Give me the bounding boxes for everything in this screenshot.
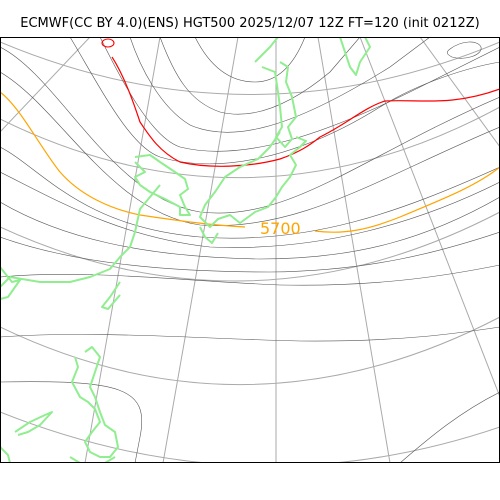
coastline-japan xyxy=(254,37,297,148)
longitude-line xyxy=(162,37,239,463)
coastline xyxy=(0,37,371,463)
contour-line xyxy=(194,37,306,83)
contour-5700-line xyxy=(314,166,500,233)
contour-line xyxy=(69,37,500,165)
contour-line xyxy=(0,196,500,260)
coastline-borneo xyxy=(0,446,11,463)
map-title: ECMWF(CC BY 4.0)(ENS) HGT500 2025/12/07 … xyxy=(20,16,480,31)
contour-line xyxy=(0,71,500,226)
latitude-line xyxy=(0,411,500,463)
coastline-borneo xyxy=(14,411,53,436)
contour-line xyxy=(159,37,361,115)
contour-line xyxy=(0,264,500,286)
contour-line xyxy=(0,146,500,239)
coastline-peninsula xyxy=(0,266,21,300)
contour-line xyxy=(0,326,500,342)
contour-5700-line xyxy=(0,91,246,228)
latitude-line xyxy=(0,106,500,179)
contour-line xyxy=(399,391,500,463)
longitude-line xyxy=(84,37,161,463)
coastline-russia xyxy=(339,37,371,76)
longitude-line xyxy=(317,37,391,463)
coastline-china xyxy=(101,281,121,310)
coastline-philippines xyxy=(71,346,119,458)
contour-line xyxy=(0,231,500,273)
contour-label-5700: 5700 xyxy=(260,219,301,238)
latitude-line xyxy=(0,41,500,95)
coastline-korea xyxy=(134,154,191,216)
coastline-japan xyxy=(199,131,307,228)
latitude-line xyxy=(0,211,500,282)
longitude-line xyxy=(419,37,500,148)
longitude-line xyxy=(359,37,500,398)
map-plot: 5700 xyxy=(0,37,500,463)
contour-line xyxy=(0,46,500,214)
height-contours xyxy=(0,37,500,463)
contour-line xyxy=(129,37,431,133)
latitude-line xyxy=(0,316,500,385)
contour-5400-line xyxy=(111,56,500,167)
contour-line xyxy=(0,381,143,463)
contour-line xyxy=(0,171,500,248)
contour-5400-closed-loop xyxy=(101,38,115,48)
contour-line xyxy=(446,41,482,59)
coastline-japan xyxy=(199,226,219,244)
coastline-china xyxy=(0,184,161,288)
